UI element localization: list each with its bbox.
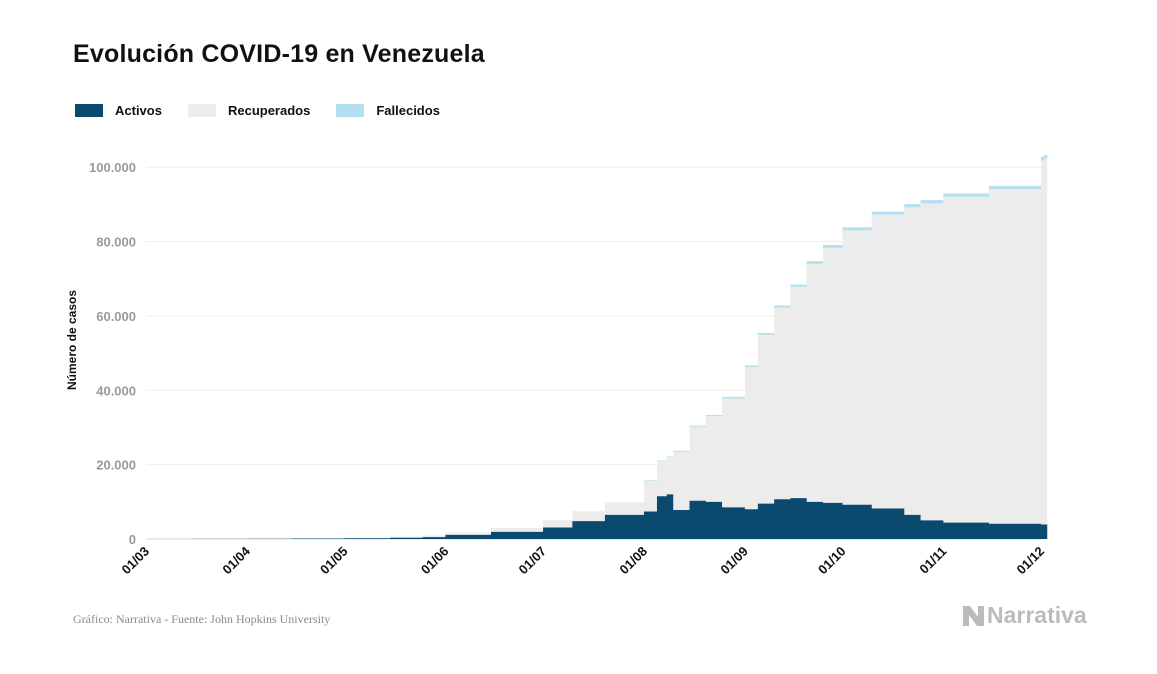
y-tick-label: 40.000 bbox=[96, 383, 136, 398]
x-tick-label: 01/10 bbox=[815, 544, 849, 578]
y-tick-label: 100.000 bbox=[89, 160, 136, 175]
legend-label-fallecidos: Fallecidos bbox=[376, 103, 440, 118]
legend: Activos Recuperados Fallecidos bbox=[75, 103, 466, 118]
legend-item-activos: Activos bbox=[75, 103, 162, 118]
x-tick-label: 01/12 bbox=[1014, 544, 1048, 578]
legend-label-activos: Activos bbox=[115, 103, 162, 118]
y-tick-label: 20.000 bbox=[96, 458, 136, 473]
x-tick-labels: 01/03 01/04 01/05 01/06 01/07 01/08 01/09 01/10… bbox=[119, 543, 1048, 577]
legend-swatch-recuperados bbox=[187, 104, 216, 117]
x-tick-label: 01/03 bbox=[119, 544, 153, 578]
legend-swatch-fallecidos bbox=[336, 104, 365, 117]
legend-label-recuperados: Recuperados bbox=[227, 103, 311, 118]
series-areas bbox=[146, 154, 1048, 540]
chart-title: Evolución COVID-19 en Venezuela bbox=[73, 40, 485, 68]
y-tick-labels: 0 20.000 40.000 60.000 80.000 100.000 bbox=[89, 160, 136, 547]
x-tick-label: 01/05 bbox=[317, 544, 351, 578]
x-tick-label: 01/04 bbox=[219, 543, 253, 577]
x-tick-label: 01/07 bbox=[516, 544, 550, 578]
legend-swatch-activos bbox=[75, 104, 103, 117]
x-tick-label: 01/11 bbox=[916, 544, 949, 577]
y-tick-label: 60.000 bbox=[96, 309, 136, 324]
legend-item-fallecidos: Fallecidos bbox=[336, 103, 440, 118]
area-recuperados bbox=[146, 158, 1048, 539]
x-tick-label: 01/08 bbox=[616, 544, 650, 578]
legend-item-recuperados: Recuperados bbox=[187, 103, 311, 118]
narrativa-logo-icon bbox=[963, 605, 984, 626]
source-note: Gráfico: Narrativa - Fuente: John Hopkin… bbox=[73, 612, 331, 626]
x-tick-label: 01/09 bbox=[717, 544, 751, 578]
y-tick-label: 80.000 bbox=[96, 235, 136, 250]
brand-name: Narrativa bbox=[987, 602, 1087, 628]
area-activos bbox=[146, 494, 1048, 539]
y-tick-label: 0 bbox=[129, 532, 136, 547]
x-tick-label: 01/06 bbox=[418, 544, 452, 578]
brand-logo: Narrativa bbox=[963, 602, 1087, 629]
